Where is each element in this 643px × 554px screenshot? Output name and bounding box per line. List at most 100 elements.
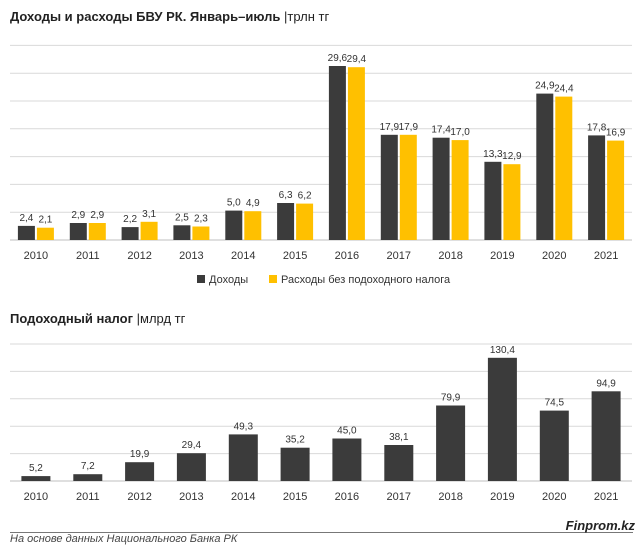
chart1-data-label-2016-s2: 29,4: [347, 54, 367, 65]
chart1-bar-2018-s1: [432, 137, 450, 240]
chart1-bar-2019-s1: [484, 161, 502, 240]
chart1-bar-2011-s1: [69, 223, 87, 240]
chart1-title-text: Доходы и расходы БВУ РК. Январь–июль: [10, 9, 281, 24]
chart2-x-tick-2017: 2017: [387, 491, 411, 503]
chart1-x-tick-2016: 2016: [335, 250, 359, 262]
chart1-unit: трлн тг: [287, 9, 330, 24]
chart2-bar-2015-s1: [280, 447, 310, 481]
chart2-data-label-2011-s1: 7,2: [81, 461, 95, 472]
chart1-bar-2016-s1: [328, 66, 346, 240]
chart1-data-label-2011-s2: 2,9: [90, 210, 104, 221]
chart2-x-tick-2021: 2021: [594, 491, 618, 503]
chart1-bar-2013-s2: [192, 226, 210, 240]
chart1-data-label-2019-s2: 12,9: [502, 151, 522, 162]
brand-logo: Finprom.kz: [565, 518, 635, 533]
chart1-data-label-2013-s1: 2,5: [175, 212, 189, 223]
chart1-x-tick-2018: 2018: [438, 250, 462, 262]
chart1-bar-2015-s1: [277, 203, 295, 240]
chart2-data-label-2012-s1: 19,9: [130, 449, 150, 460]
chart1-bar-2020-s1: [536, 93, 554, 240]
chart2-bar-2010-s1: [21, 476, 51, 481]
chart1-legend-swatch-2: [269, 275, 277, 283]
chart1-x-tick-2013: 2013: [179, 250, 203, 262]
chart1-data-label-2015-s2: 6,2: [298, 191, 312, 202]
chart1-x-tick-2015: 2015: [283, 250, 307, 262]
chart1-bar-2010-s2: [36, 227, 54, 240]
chart1-x-tick-2014: 2014: [231, 250, 255, 262]
chart1-data-label-2014-s2: 4,9: [246, 198, 260, 209]
chart1-bar-2010-s1: [17, 225, 35, 240]
chart2-bar-2019-s1: [487, 357, 517, 481]
chart1-bar-2021-s1: [588, 135, 606, 240]
chart1-data-label-2020-s2: 24,4: [554, 84, 574, 95]
chart1-x-tick-2010: 2010: [24, 250, 48, 262]
chart1-bar-2020-s2: [555, 96, 573, 240]
chart1-data-label-2017-s2: 17,9: [399, 122, 419, 133]
chart1-bar-2013-s1: [173, 225, 191, 240]
chart2-x-tick-2016: 2016: [335, 491, 359, 503]
chart1-data-label-2020-s1: 24,9: [535, 81, 555, 92]
chart1-data-label-2017-s1: 17,9: [380, 122, 400, 133]
chart2-x-tick-2012: 2012: [127, 491, 151, 503]
chart1-data-label-2012-s2: 3,1: [142, 209, 156, 220]
chart1-legend-label-1: Доходы: [209, 274, 248, 286]
chart1-data-label-2021-s1: 17,8: [587, 122, 607, 133]
chart2-bar-2020-s1: [539, 410, 569, 481]
chart2-data-label-2020-s1: 74,5: [545, 398, 565, 409]
chart1-bar-2012-s1: [121, 227, 139, 240]
chart2-title-text: Подоходный налог: [10, 311, 133, 326]
chart1-x-tick-2021: 2021: [594, 250, 618, 262]
chart2-data-label-2014-s1: 49,3: [234, 421, 254, 432]
chart2-bar-2016-s1: [332, 438, 362, 481]
chart2-data-label-2010-s1: 5,2: [29, 463, 43, 474]
chart2-x-tick-2018: 2018: [438, 491, 462, 503]
chart1-x-tick-2020: 2020: [542, 250, 566, 262]
source-note: На основе данных Национального Банка РК: [10, 533, 238, 545]
chart2-bar-2017-s1: [384, 445, 414, 481]
chart2-bar-2014-s1: [228, 434, 258, 481]
chart2-x-tick-2020: 2020: [542, 491, 566, 503]
chart2-data-label-2021-s1: 94,9: [596, 378, 616, 389]
chart1-bar-2017-s2: [399, 134, 417, 240]
chart1-data-label-2013-s2: 2,3: [194, 214, 208, 225]
chart2-data-label-2013-s1: 29,4: [182, 440, 202, 451]
chart2-title: Подоходный налог |млрд тг: [10, 311, 186, 326]
chart1-bar-2015-s2: [296, 203, 314, 240]
chart1-data-label-2012-s1: 2,2: [123, 214, 137, 225]
chart2-x-tick-2014: 2014: [231, 491, 255, 503]
chart1-data-label-2016-s1: 29,6: [328, 53, 348, 64]
chart2-x-tick-2013: 2013: [179, 491, 203, 503]
chart1-data-label-2014-s1: 5,0: [227, 198, 241, 209]
chart1-bar-2014-s1: [225, 210, 243, 240]
chart1-bar-2019-s2: [503, 164, 521, 240]
chart1-x-tick-2012: 2012: [127, 250, 151, 262]
chart2-bar-2013-s1: [176, 453, 206, 481]
chart2-x-tick-2015: 2015: [283, 491, 307, 503]
footer-divider: [10, 532, 633, 533]
chart2-x-tick-2010: 2010: [24, 491, 48, 503]
chart1-data-label-2010-s1: 2,4: [19, 213, 33, 224]
chart1-data-label-2019-s1: 13,3: [483, 149, 503, 160]
chart1-data-label-2011-s1: 2,9: [71, 210, 85, 221]
chart1-data-label-2018-s2: 17,0: [450, 127, 470, 138]
chart1-data-label-2010-s2: 2,1: [38, 215, 52, 226]
chart2-data-label-2019-s1: 130,4: [490, 345, 515, 356]
chart2-data-label-2016-s1: 45,0: [337, 426, 357, 437]
chart1-bar-2011-s2: [88, 223, 106, 240]
chart1-bar-2014-s2: [244, 211, 262, 240]
chart2-bar-2021-s1: [591, 391, 621, 481]
chart2-data-label-2015-s1: 35,2: [285, 435, 305, 446]
chart1-x-tick-2011: 2011: [76, 250, 100, 262]
chart2-data-label-2018-s1: 79,9: [441, 393, 461, 404]
chart1-bar-2017-s1: [380, 134, 398, 240]
chart1-bar-2012-s2: [140, 221, 158, 240]
chart1-bar-2016-s2: [347, 67, 365, 240]
chart2-bar-2018-s1: [436, 405, 466, 481]
chart1-data-label-2015-s1: 6,3: [279, 190, 293, 201]
chart2-unit: млрд тг: [140, 311, 186, 326]
chart1-data-label-2018-s1: 17,4: [431, 125, 451, 136]
chart2-x-tick-2011: 2011: [76, 491, 100, 503]
chart1-bar-2021-s2: [607, 140, 625, 240]
chart1-x-tick-2017: 2017: [387, 250, 411, 262]
